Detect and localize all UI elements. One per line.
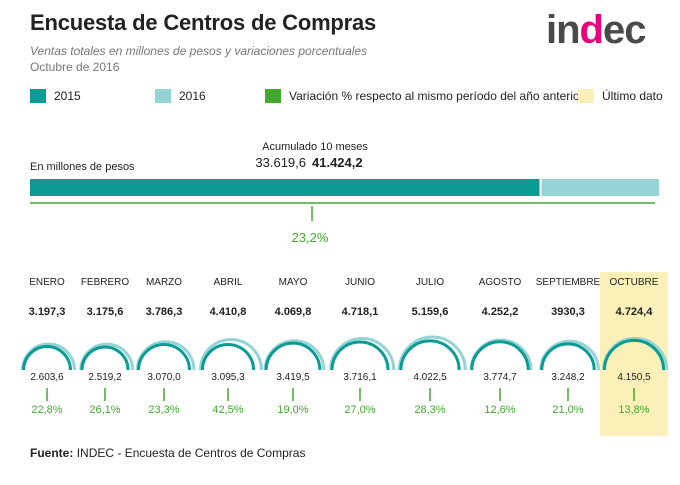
value-2015-junio: 3.716,1: [343, 372, 377, 383]
value-2016-abril: 4.410,8: [209, 306, 247, 318]
page-title: Encuesta de Centros de Compras: [30, 10, 377, 35]
value-2016-marzo: 3.786,3: [145, 306, 183, 318]
value-2016-junio: 4.718,1: [341, 306, 379, 318]
arc-2016-julio: [397, 335, 467, 371]
variation-febrero: 26,1%: [89, 404, 121, 416]
variation-agosto: 12,6%: [484, 404, 516, 416]
value-2015-enero: 2.603,6: [30, 372, 64, 383]
value-2015-agosto: 3.774,7: [483, 372, 517, 383]
chart-period: Octubre de 2016: [30, 60, 120, 74]
value-2015-septiembre: 3.248,2: [551, 372, 585, 383]
legend-label-latest: Último dato: [602, 89, 663, 103]
arc-2015-mayo: [264, 341, 322, 371]
logo-text-b: d: [579, 8, 604, 52]
indec-logo: indec: [546, 8, 646, 53]
variation-junio: 27,0%: [344, 404, 376, 416]
arc-2015-febrero: [80, 345, 130, 371]
arc-2016-junio: [329, 336, 396, 371]
logo-text-a: in: [546, 8, 581, 52]
value-2016-octubre: 4.724,4: [615, 306, 653, 318]
arc-2016-abril: [198, 338, 263, 371]
month-label-mayo: MAYO: [278, 277, 308, 288]
variation-abril: 42,5%: [212, 404, 244, 416]
variation-octubre: 13,8%: [618, 404, 650, 416]
variation-mayo: 19,0%: [277, 404, 309, 416]
arc-2015-marzo: [137, 343, 191, 371]
arc-2015-junio: [330, 340, 390, 371]
accumulated-value-2015: 33.619,6: [255, 155, 306, 170]
value-2015-febrero: 2.519,2: [88, 372, 122, 383]
arc-2015-octubre: [602, 338, 666, 371]
latest-data-highlight: [600, 272, 668, 436]
legend-swatch-variation: [265, 89, 281, 103]
variation-enero: 22,8%: [31, 404, 63, 416]
variation-julio: 28,3%: [414, 404, 446, 416]
month-label-enero: ENERO: [29, 277, 65, 288]
accumulated-value-2016: 41.424,2: [312, 155, 363, 170]
legend-label-2016: 2016: [179, 89, 206, 103]
accumulated-caption: Acumulado 10 meses: [262, 141, 368, 153]
legend-swatch-2015: [30, 89, 46, 103]
arc-2015-julio: [399, 339, 461, 371]
legend-swatch-latest: [578, 89, 594, 103]
month-label-julio: JULIO: [415, 277, 445, 288]
arc-2015-septiembre: [540, 342, 596, 371]
value-2015-octubre: 4.150,5: [617, 372, 651, 383]
variation-septiembre: 21,0%: [552, 404, 584, 416]
variation-marzo: 23,3%: [148, 404, 180, 416]
chart-subtitle: Ventas totales en millones de pesos y va…: [30, 44, 368, 58]
arc-2015-agosto: [470, 340, 530, 371]
legend-label-variation: Variación % respecto al mismo período de…: [289, 89, 584, 103]
legend-label-2015: 2015: [54, 89, 81, 103]
month-label-febrero: FEBRERO: [80, 277, 130, 288]
value-2016-febrero: 3.175,6: [86, 306, 124, 318]
accumulated-variation: 23,2%: [291, 230, 329, 245]
arc-2016-agosto: [469, 338, 533, 371]
value-2015-abril: 3.095,3: [211, 372, 245, 383]
logo-text-c: ec: [602, 8, 646, 52]
value-2015-julio: 4.022,5: [413, 372, 447, 383]
value-2016-mayo: 4.069,8: [274, 306, 312, 318]
unit-label: En millones de pesos: [30, 161, 135, 173]
month-label-septiembre: SEPTIEMBRE: [535, 277, 601, 288]
legend-swatch-2016: [155, 89, 171, 103]
month-label-marzo: MARZO: [145, 277, 183, 288]
source-text: INDEC - Encuesta de Centros de Compras: [76, 446, 306, 460]
accumulated-bar-2015: [30, 179, 541, 196]
value-2016-enero: 3.197,3: [28, 306, 66, 318]
value-2015-mayo: 3.419,5: [276, 372, 310, 383]
month-label-octubre: OCTUBRE: [609, 277, 659, 288]
value-2016-julio: 5.159,6: [411, 306, 449, 318]
month-label-agosto: AGOSTO: [478, 277, 522, 288]
value-2016-septiembre: 3930,3: [551, 306, 585, 318]
value-2015-marzo: 3.070,0: [147, 372, 181, 383]
source-note: Fuente: INDEC - Encuesta de Centros de C…: [30, 446, 305, 460]
source-label: Fuente:: [30, 446, 74, 460]
month-label-abril: ABRIL: [213, 277, 243, 288]
arc-2015-abril: [200, 342, 256, 371]
value-2016-agosto: 4.252,2: [481, 306, 519, 318]
arc-2015-enero: [22, 345, 72, 371]
month-label-junio: JUNIO: [345, 277, 375, 288]
